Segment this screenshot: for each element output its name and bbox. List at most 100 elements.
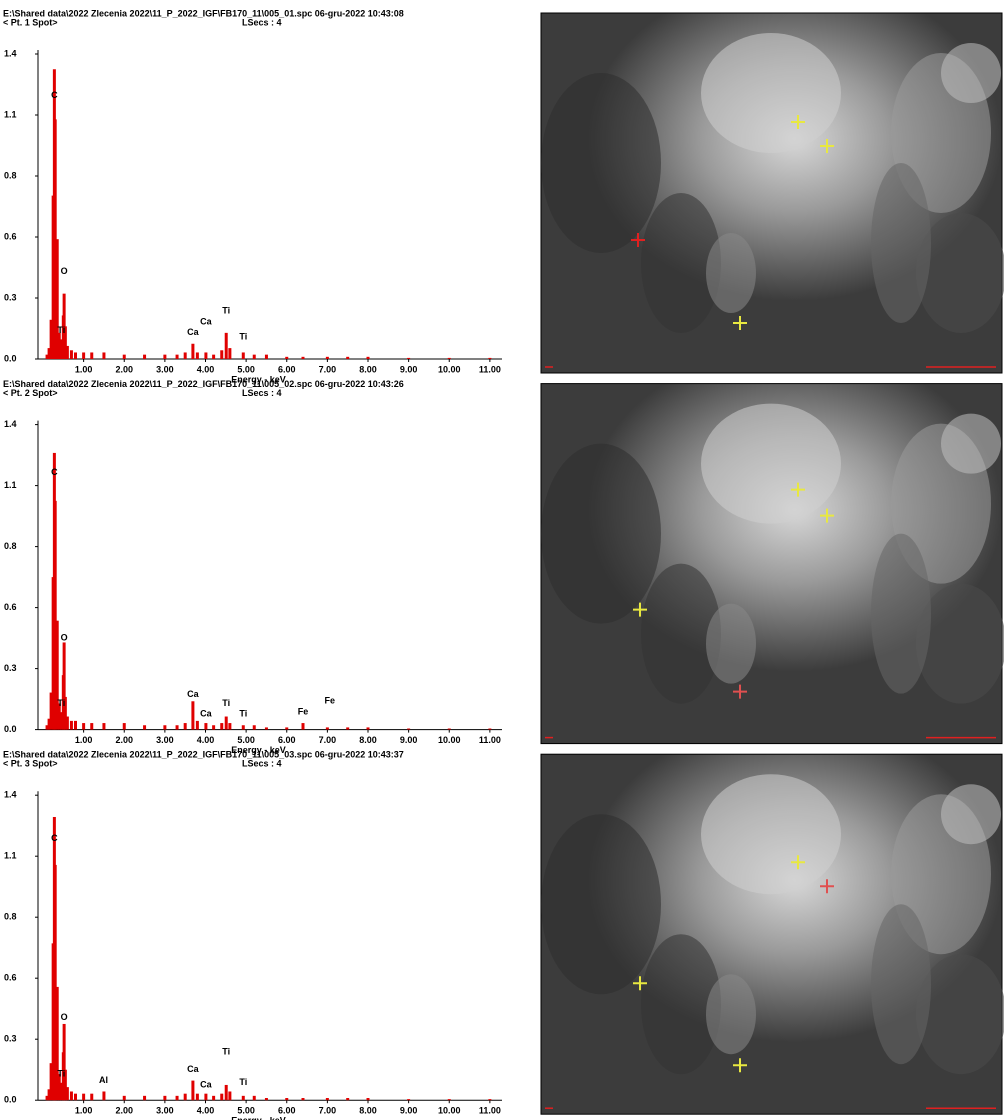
- x-tick-label: 4.00: [197, 735, 215, 745]
- peak-label: Fe: [325, 696, 336, 706]
- y-tick-label: 0.0: [4, 724, 17, 734]
- spectrum-bar: [488, 1099, 491, 1100]
- x-tick-label: 2.00: [115, 1106, 133, 1116]
- peak-label: C: [51, 833, 58, 843]
- spectrum-bar: [253, 725, 256, 729]
- spectrum-bar: [302, 357, 305, 359]
- spectrum-bar: [220, 1094, 223, 1101]
- peak-label: Ti: [57, 698, 65, 708]
- y-tick-label: 0.3: [4, 663, 17, 673]
- texture: [871, 534, 931, 694]
- spectrum-bar: [367, 357, 370, 359]
- x-tick-label: 11.00: [479, 735, 501, 745]
- peak-label: Ti: [222, 305, 230, 315]
- spectrum-bar: [204, 352, 207, 359]
- spectrum-bar: [82, 352, 85, 359]
- x-tick-label: 6.00: [278, 735, 296, 745]
- spectrum-bar: [488, 358, 491, 359]
- y-tick-label: 0.8: [4, 170, 17, 180]
- spectrum-bar: [242, 725, 245, 729]
- peak-label: Al: [99, 1075, 108, 1085]
- spectrum-bar: [346, 727, 349, 729]
- spectrum-bar: [163, 1096, 166, 1100]
- peak-label: Ti: [222, 1047, 230, 1057]
- peak-label: O: [61, 1012, 68, 1022]
- spectrum-bar: [212, 725, 215, 729]
- texture: [541, 444, 661, 624]
- peak-label: C: [51, 90, 58, 100]
- spectrum-bar: [326, 357, 329, 359]
- x-tick-label: 7.00: [319, 1106, 337, 1116]
- spectrum-bar: [448, 1099, 451, 1100]
- spectrum-bar: [367, 1098, 370, 1100]
- y-tick-label: 1.4: [4, 790, 17, 800]
- x-tick-label: 8.00: [359, 364, 377, 374]
- y-tick-label: 1.1: [4, 480, 17, 490]
- panel: E:\Shared data\2022 Zlecenia 2022\11_P_2…: [3, 379, 1004, 755]
- spectrum-bar: [143, 725, 146, 729]
- x-tick-label: 11.00: [479, 1106, 501, 1116]
- y-tick-label: 0.6: [4, 973, 17, 983]
- x-tick-label: 9.00: [400, 364, 418, 374]
- peak-label: Ti: [239, 1077, 247, 1087]
- spectrum-bar: [407, 729, 410, 730]
- spectrum-bar: [70, 721, 73, 730]
- spectrum-bar: [265, 1098, 268, 1100]
- x-tick-label: 3.00: [156, 735, 174, 745]
- spectrum-bar: [242, 352, 245, 359]
- x-tick-label: 6.00: [278, 364, 296, 374]
- spectrum-bar: [90, 723, 93, 730]
- spectrum-bar: [184, 723, 187, 730]
- texture: [541, 814, 661, 994]
- y-tick-label: 0.3: [4, 1034, 17, 1044]
- peak-label: Ti: [239, 332, 247, 342]
- spectrum-bar: [163, 355, 166, 359]
- spectrum-bar: [184, 1094, 187, 1101]
- peak-label: C: [51, 467, 58, 477]
- spectrum-bar: [191, 1081, 194, 1101]
- x-tick-label: 1.00: [75, 1106, 93, 1116]
- spectrum-bar: [225, 333, 228, 359]
- x-tick-label: 5.00: [237, 735, 255, 745]
- y-tick-label: 1.1: [4, 851, 17, 861]
- spectrum-bar: [184, 352, 187, 359]
- file-path: E:\Shared data\2022 Zlecenia 2022\11_P_2…: [3, 8, 404, 18]
- live-seconds: LSecs : 4: [242, 759, 282, 769]
- spectrum-bar: [285, 727, 288, 729]
- spectrum-bar: [204, 723, 207, 730]
- file-path: E:\Shared data\2022 Zlecenia 2022\11_P_2…: [3, 379, 404, 389]
- sem-image: [541, 754, 1004, 1114]
- peak-label: Ca: [200, 1079, 212, 1089]
- x-tick-label: 8.00: [359, 735, 377, 745]
- x-tick-label: 2.00: [115, 735, 133, 745]
- spectrum-bar: [326, 727, 329, 729]
- spectrum-bar: [448, 729, 451, 730]
- spectrum-bar: [265, 355, 268, 359]
- spot-label: < Pt. 2 Spot>: [3, 388, 58, 398]
- texture: [941, 414, 1001, 474]
- texture: [701, 774, 841, 894]
- x-tick-label: 7.00: [319, 735, 337, 745]
- texture: [941, 43, 1001, 103]
- panel: E:\Shared data\2022 Zlecenia 2022\11_P_2…: [3, 8, 1004, 384]
- x-tick-label: 5.00: [237, 364, 255, 374]
- spectrum-bar: [74, 721, 77, 730]
- texture: [701, 404, 841, 524]
- y-tick-label: 1.1: [4, 109, 17, 119]
- spectrum-bar: [204, 1094, 207, 1101]
- spectrum-bar: [346, 1098, 349, 1100]
- spectrum-bar: [82, 723, 85, 730]
- spectrum-bar: [66, 717, 69, 730]
- spectrum-bar: [176, 355, 179, 359]
- spectrum-bar: [102, 1091, 105, 1100]
- spectrum-bar: [228, 723, 231, 730]
- spectrum-bar: [66, 1087, 69, 1100]
- peak-label: Fe: [298, 707, 309, 717]
- spectrum-bar: [302, 1098, 305, 1100]
- y-tick-label: 1.4: [4, 48, 17, 58]
- x-tick-label: 4.00: [197, 1106, 215, 1116]
- spectrum-bar: [176, 1096, 179, 1100]
- spectrum-bar: [176, 725, 179, 729]
- spectrum-bar: [367, 727, 370, 729]
- peak-label: Ca: [200, 316, 212, 326]
